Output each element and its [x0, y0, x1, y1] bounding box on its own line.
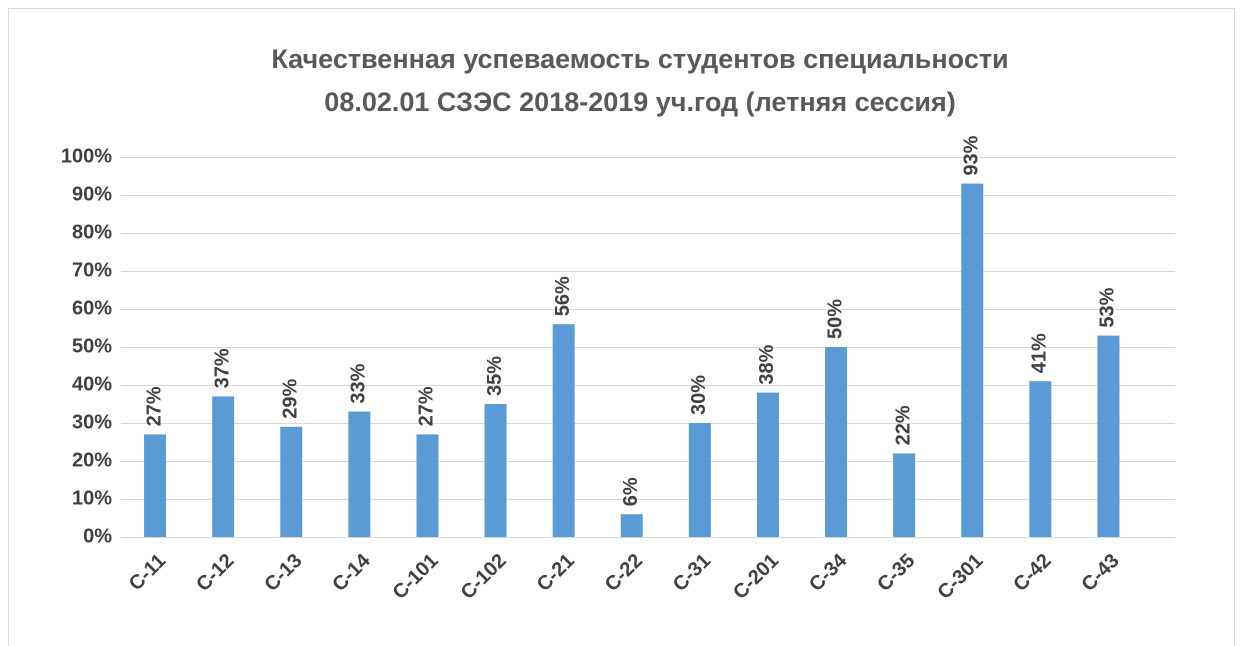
- bar: [552, 324, 575, 537]
- y-tick-label: 90%: [72, 183, 112, 205]
- value-label: 37%: [211, 348, 233, 388]
- bar: [416, 434, 439, 537]
- value-label: 22%: [892, 405, 914, 445]
- y-tick-label: 10%: [72, 487, 112, 509]
- chart-title: 08.02.01 СЗЭС 2018-2019 уч.год (летняя с…: [324, 87, 955, 117]
- bar: [212, 396, 235, 537]
- bar: [688, 423, 711, 537]
- value-label: 27%: [416, 386, 438, 426]
- y-tick-label: 50%: [72, 335, 112, 357]
- bar: [1029, 381, 1052, 537]
- bar: [144, 434, 167, 537]
- bar: [620, 514, 643, 537]
- y-tick-label: 100%: [61, 145, 112, 167]
- bar: [348, 411, 371, 537]
- bar: [1097, 335, 1120, 537]
- y-tick-label: 20%: [72, 449, 112, 471]
- chart-frame: [8, 8, 1235, 646]
- bar: [484, 404, 507, 537]
- value-label: 27%: [143, 386, 165, 426]
- value-label: 93%: [961, 135, 983, 175]
- y-tick-label: 40%: [72, 373, 112, 395]
- chart-title: Качественная успеваемость студентов спец…: [271, 44, 1008, 74]
- bar: [756, 392, 779, 537]
- y-tick-label: 0%: [83, 525, 112, 547]
- y-tick-label: 80%: [72, 221, 112, 243]
- value-label: 38%: [756, 344, 778, 384]
- value-label: 30%: [688, 375, 710, 415]
- bar: [893, 453, 916, 537]
- y-tick-label: 30%: [72, 411, 112, 433]
- bar: [825, 347, 848, 537]
- value-label: 29%: [280, 379, 302, 419]
- value-label: 56%: [552, 276, 574, 316]
- value-label: 50%: [824, 299, 846, 339]
- value-label: 6%: [620, 477, 642, 506]
- value-label: 35%: [484, 356, 506, 396]
- y-tick-label: 70%: [72, 259, 112, 281]
- value-label: 33%: [348, 363, 370, 403]
- value-label: 53%: [1097, 287, 1119, 327]
- y-tick-label: 60%: [72, 297, 112, 319]
- value-label: 41%: [1029, 333, 1051, 373]
- bar: [280, 426, 303, 537]
- bar: [961, 183, 984, 537]
